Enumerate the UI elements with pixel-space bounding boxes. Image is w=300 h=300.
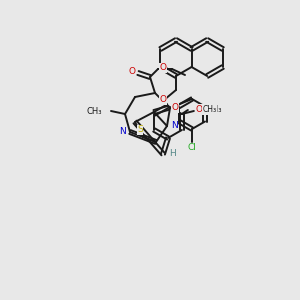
Text: O: O bbox=[172, 103, 178, 112]
Text: O: O bbox=[160, 64, 167, 73]
Text: CH₃: CH₃ bbox=[206, 104, 222, 113]
Text: O: O bbox=[198, 104, 206, 113]
Text: O: O bbox=[195, 106, 203, 115]
Text: CH₃: CH₃ bbox=[203, 106, 217, 115]
Text: CH₃: CH₃ bbox=[86, 106, 102, 116]
Text: Cl: Cl bbox=[188, 143, 196, 152]
Text: N: N bbox=[120, 128, 126, 136]
Text: O: O bbox=[160, 95, 167, 104]
Text: N: N bbox=[171, 122, 177, 130]
Text: S: S bbox=[137, 125, 143, 134]
Text: O: O bbox=[128, 68, 136, 76]
Text: H: H bbox=[169, 149, 176, 158]
Text: O: O bbox=[160, 94, 167, 103]
